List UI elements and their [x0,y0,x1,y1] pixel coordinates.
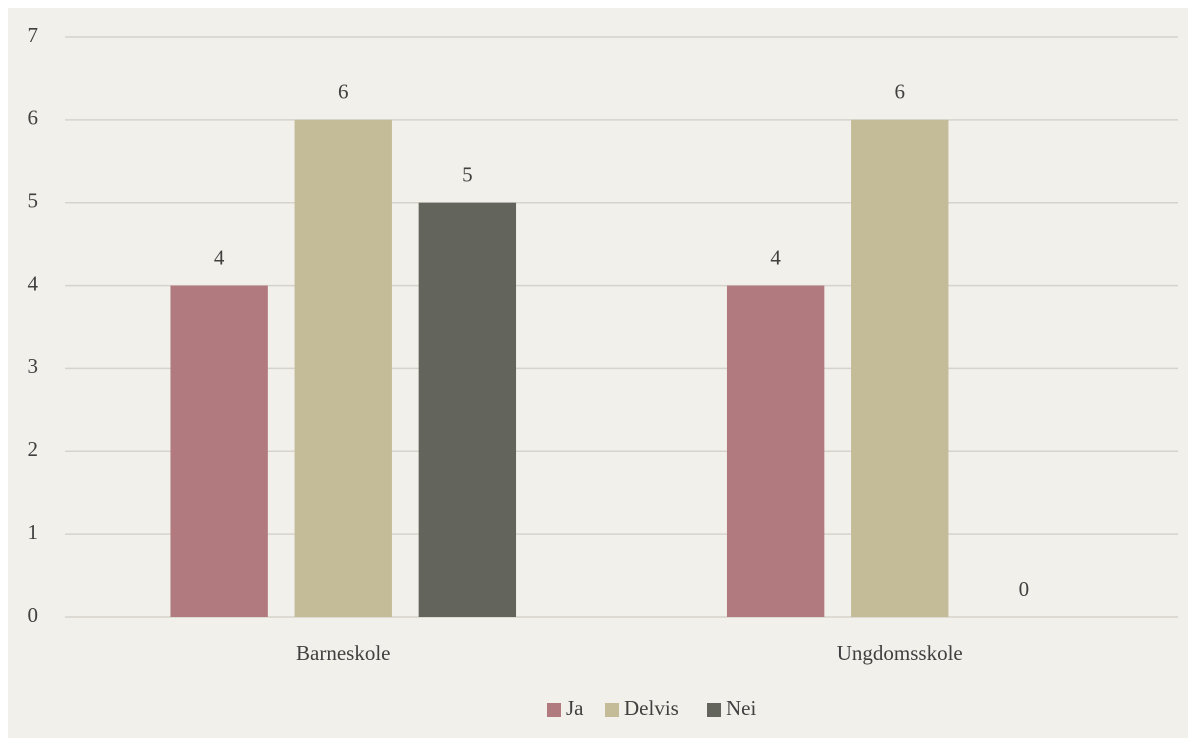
data-label: 5 [462,163,473,187]
bar [170,285,268,617]
data-label: 4 [770,245,781,269]
data-label: 0 [1019,577,1030,601]
x-tick-label: Ungdomsskole [837,641,963,665]
legend-label: Delvis [624,696,679,720]
y-tick-label: 1 [28,520,39,544]
data-label: 4 [214,245,225,269]
bar [294,119,392,617]
y-tick-label: 2 [28,437,39,461]
bar [851,119,949,617]
legend-swatch [547,703,561,717]
legend-label: Nei [726,696,756,720]
data-label: 6 [338,80,349,104]
data-label: 6 [895,80,906,104]
y-tick-label: 4 [28,271,39,295]
x-tick-label: Barneskole [296,641,390,665]
bar [726,285,825,617]
legend-label: Ja [566,696,584,720]
y-tick-label: 3 [28,354,39,378]
legend-swatch [605,703,619,717]
y-tick-label: 5 [28,189,39,213]
bar [418,202,517,617]
y-tick-label: 6 [28,106,39,130]
legend-swatch [707,703,721,717]
y-tick-label: 0 [28,603,39,627]
y-tick-label: 7 [28,23,39,47]
